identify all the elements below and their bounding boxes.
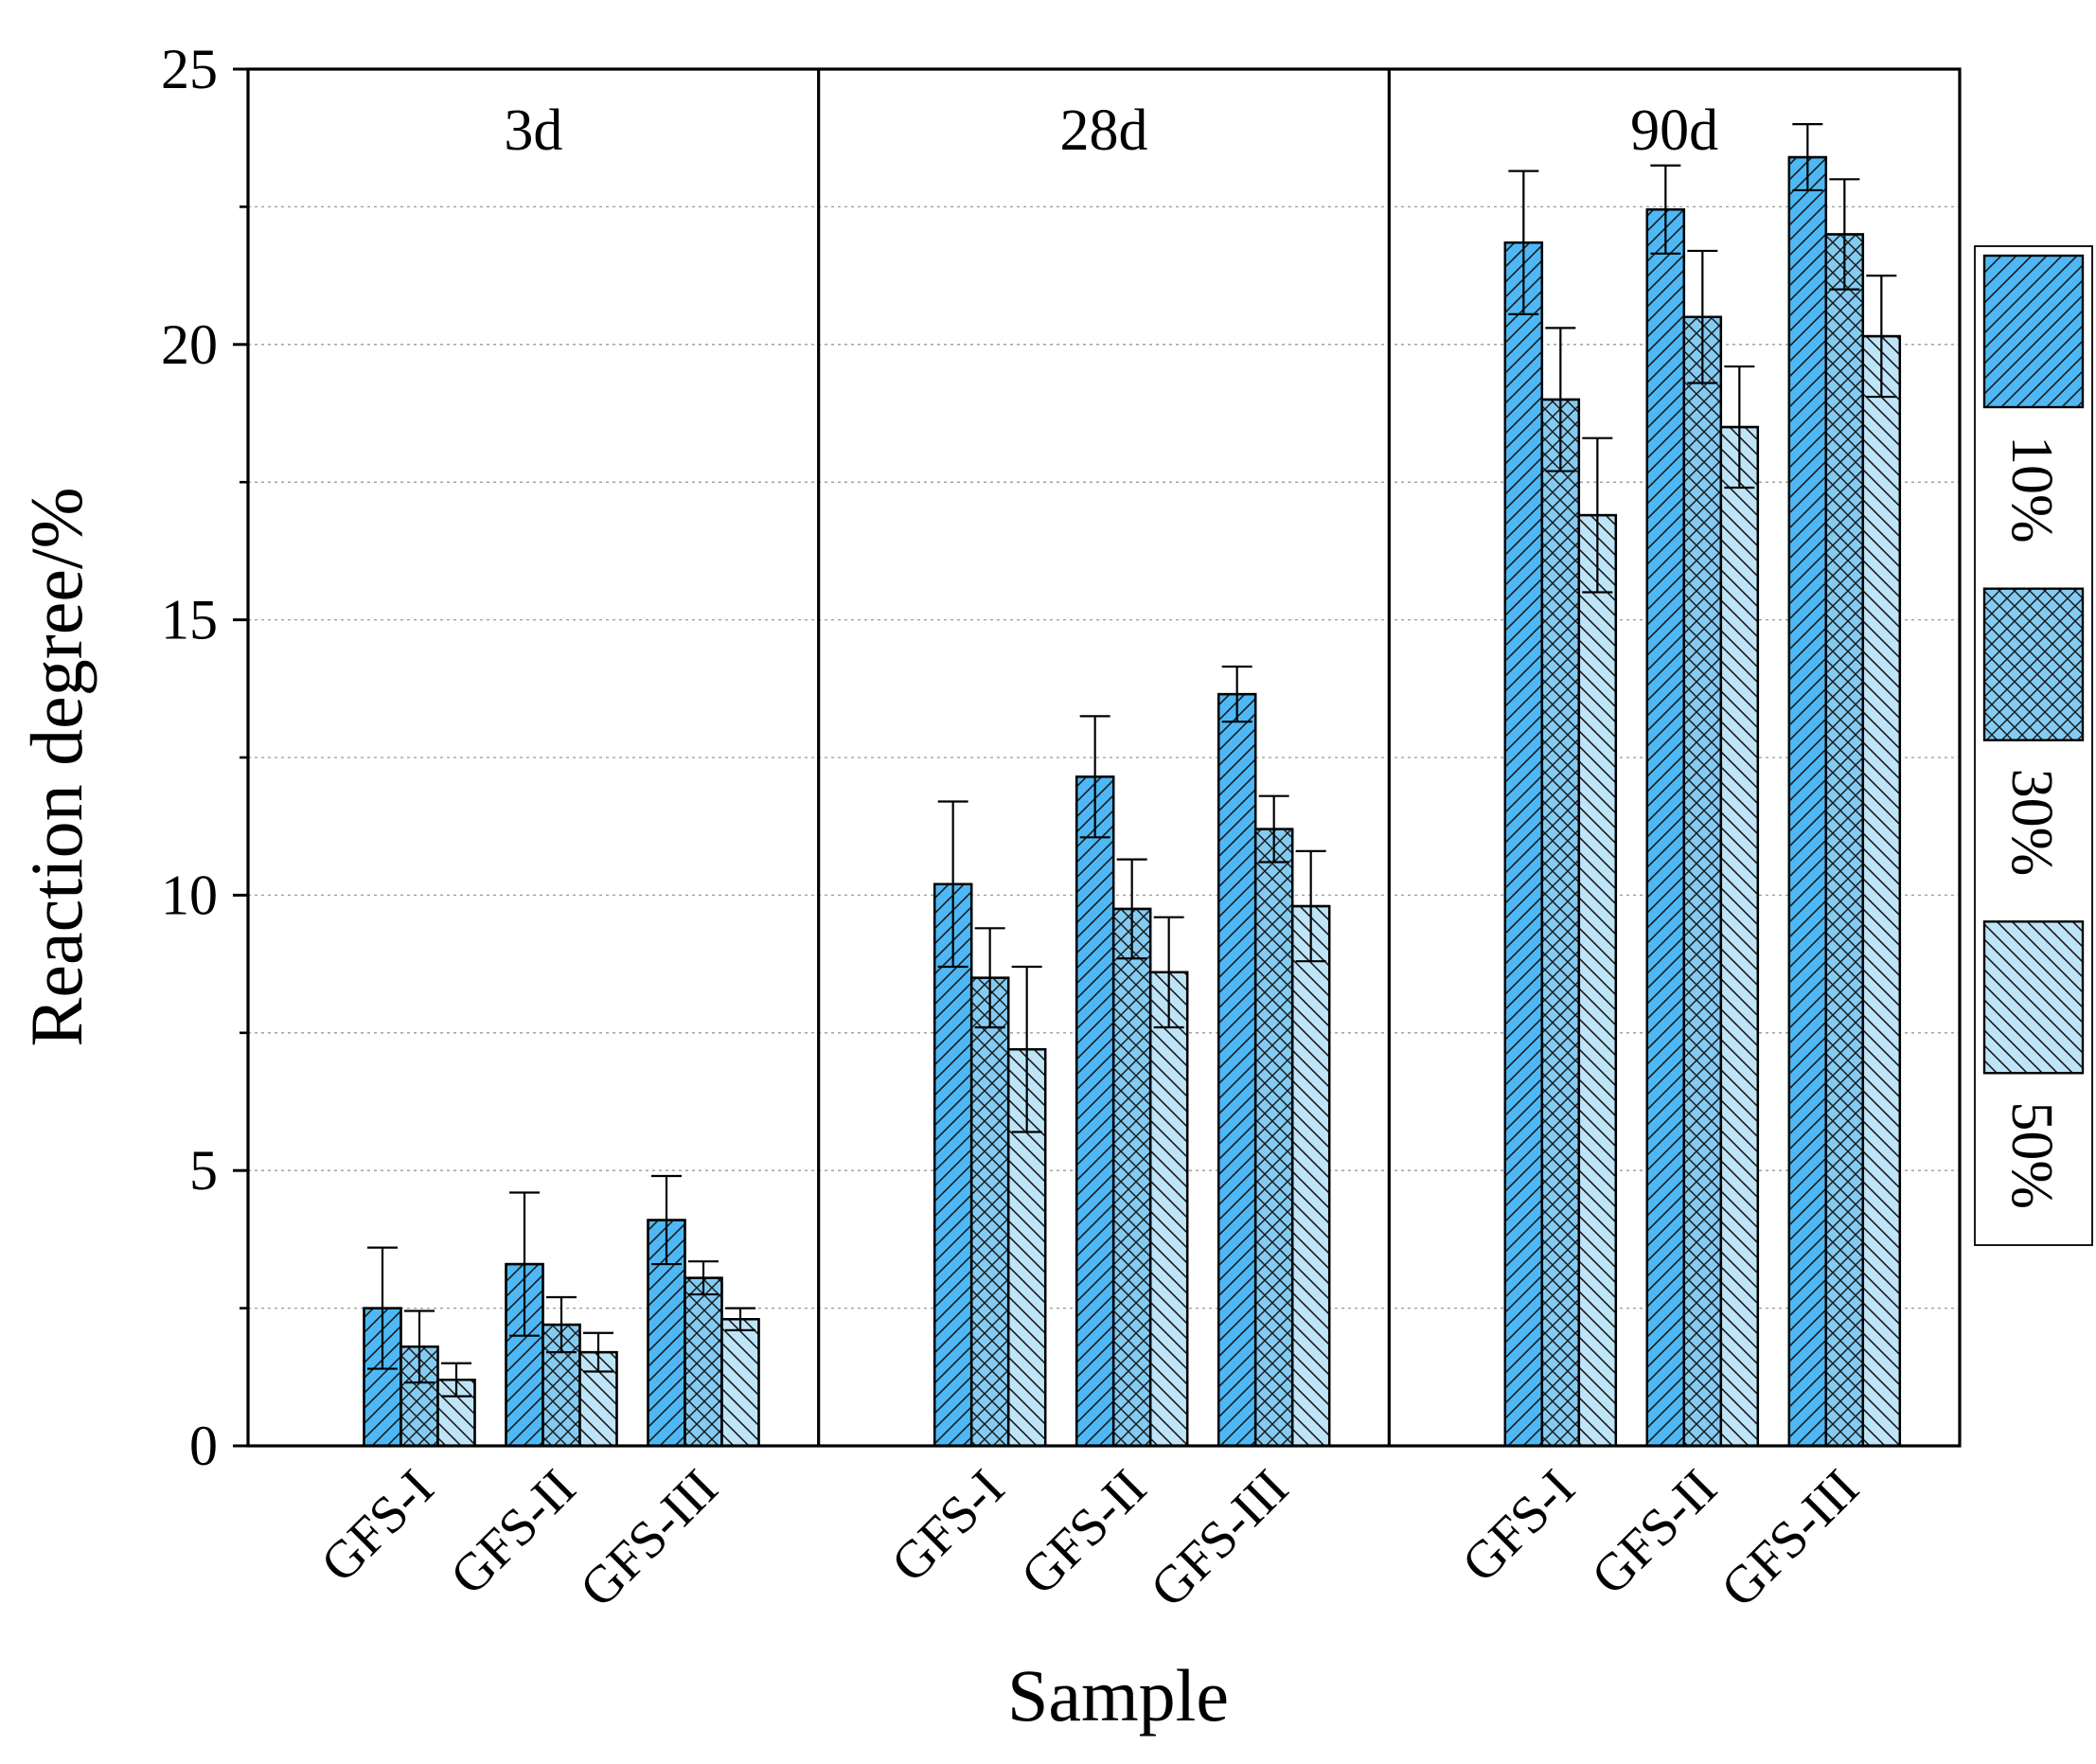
- error-bar: [583, 1331, 613, 1373]
- error-bar: [1829, 178, 1860, 291]
- error-bar: [404, 1310, 435, 1384]
- error-bar: [546, 1295, 577, 1354]
- category-label: GFS-I: [1451, 1458, 1587, 1594]
- bar-hatch: [1503, 241, 1544, 1448]
- bar-hatch: [1290, 904, 1331, 1448]
- axis-ticks: [233, 67, 248, 1448]
- category-label: GFS-I: [310, 1458, 445, 1594]
- panel-label-90d: 90d: [1630, 98, 1718, 163]
- error-bar: [1079, 715, 1110, 839]
- error-bar: [367, 1246, 398, 1370]
- legend-swatch-hatch: [1982, 920, 2085, 1075]
- y-tick-label: 0: [189, 1415, 218, 1477]
- gridlines: [248, 205, 1960, 1310]
- error-bar: [1508, 169, 1539, 315]
- error-bar: [1116, 858, 1147, 960]
- legend-label-30pct: 30%: [1999, 769, 2064, 877]
- category-label: GFS-II: [439, 1458, 587, 1606]
- error-bar: [651, 1174, 682, 1266]
- bar-hatch: [1682, 315, 1723, 1448]
- panel-label-3d: 3d: [504, 98, 562, 163]
- error-bars: [367, 123, 1897, 1398]
- bar-hatch: [1148, 971, 1189, 1448]
- error-bar: [1687, 249, 1718, 384]
- error-bar: [1258, 794, 1289, 864]
- bar-hatch: [1253, 828, 1294, 1448]
- error-bar: [974, 927, 1005, 1029]
- error-bar: [509, 1191, 540, 1337]
- error-bar: [1792, 123, 1823, 192]
- error-bar: [1545, 327, 1576, 472]
- bar-hatch: [1719, 425, 1760, 1448]
- legend-label-10pct: 10%: [1999, 436, 2064, 543]
- error-bar: [441, 1362, 471, 1398]
- bar-hatch: [1075, 775, 1115, 1448]
- category-label: GFS-II: [1010, 1458, 1158, 1606]
- legend-box: [1974, 245, 2093, 1246]
- y-tick-label: 10: [161, 864, 218, 926]
- bar-hatch: [1217, 692, 1257, 1448]
- error-bar: [1221, 665, 1252, 723]
- bar-hatch: [1645, 208, 1686, 1448]
- bar-hatch: [1577, 513, 1618, 1448]
- y-tick-label: 20: [161, 313, 218, 376]
- error-bar: [1295, 849, 1326, 963]
- y-tick-label: 15: [161, 589, 218, 651]
- legend: 10% 30% 50%: [1974, 245, 2093, 1246]
- error-bar: [1866, 275, 1897, 399]
- error-bar: [1153, 916, 1184, 1029]
- bar-hatch: [720, 1318, 760, 1448]
- category-label: GFS-III: [1140, 1458, 1300, 1618]
- bar-hatch: [684, 1276, 723, 1448]
- x-axis-title: Sample: [1007, 1654, 1229, 1737]
- bar-hatch: [1787, 155, 1828, 1448]
- error-bar: [937, 800, 968, 969]
- category-label: GFS-III: [569, 1458, 729, 1618]
- bar-hatch: [578, 1350, 618, 1448]
- category-label: GFS-I: [880, 1458, 1016, 1594]
- bar-hatch: [1824, 233, 1865, 1448]
- bar-hatch: [1861, 334, 1902, 1448]
- bar-hatch: [969, 976, 1010, 1448]
- error-bar: [1650, 164, 1681, 255]
- y-tick-label: 5: [189, 1139, 218, 1202]
- category-label: GFS-III: [1710, 1458, 1870, 1618]
- error-bar: [1011, 965, 1042, 1133]
- error-bar: [725, 1307, 755, 1331]
- bar-series: [363, 155, 1902, 1448]
- y-axis-title: Reaction degree/%: [15, 487, 98, 1046]
- bar-hatch: [1540, 398, 1581, 1448]
- bar-hatch: [933, 882, 973, 1448]
- legend-swatch-hatch: [1982, 587, 2085, 741]
- bar-hatch: [1111, 907, 1152, 1448]
- y-tick-label: 25: [161, 38, 218, 100]
- legend-label-50pct: 50%: [1999, 1101, 2064, 1209]
- legend-swatch-hatch: [1982, 254, 2085, 409]
- error-bar: [688, 1260, 719, 1296]
- error-bar: [1582, 437, 1613, 594]
- panel-label-28d: 28d: [1060, 98, 1148, 163]
- category-label: GFS-II: [1580, 1458, 1728, 1606]
- error-bar: [1724, 365, 1755, 490]
